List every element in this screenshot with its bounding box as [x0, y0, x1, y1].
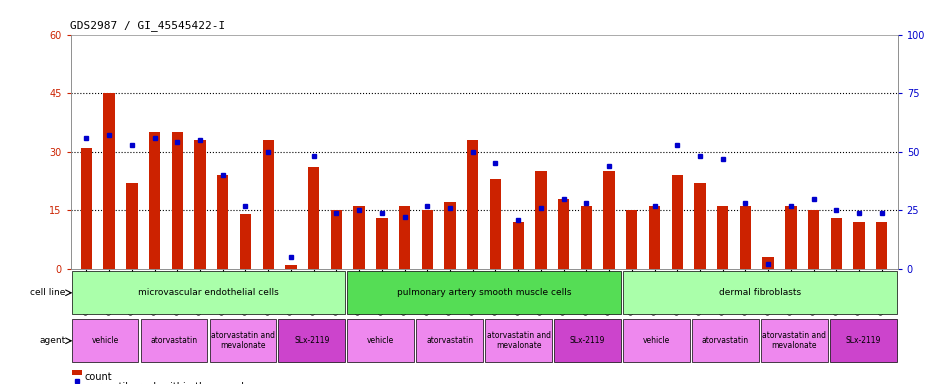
Bar	[422, 210, 433, 269]
Bar	[490, 179, 501, 269]
Bar	[808, 210, 820, 269]
Text: atorvastatin: atorvastatin	[150, 336, 197, 345]
Text: SLx-2119: SLx-2119	[294, 336, 329, 345]
Bar	[81, 148, 92, 269]
Text: count: count	[85, 372, 112, 382]
Text: vehicle: vehicle	[91, 336, 118, 345]
Bar	[348, 319, 414, 362]
Text: pulmonary artery smooth muscle cells: pulmonary artery smooth muscle cells	[397, 288, 572, 297]
Bar	[308, 167, 320, 269]
Text: GDS2987 / GI_45545422-I: GDS2987 / GI_45545422-I	[70, 20, 226, 31]
Bar	[695, 183, 706, 269]
Text: vehicle: vehicle	[368, 336, 394, 345]
Bar	[785, 206, 796, 269]
Text: cell line: cell line	[30, 288, 66, 297]
Bar	[348, 271, 620, 314]
Bar	[761, 319, 827, 362]
Bar	[445, 202, 456, 269]
Bar	[762, 257, 774, 269]
Bar	[854, 222, 865, 269]
Bar	[240, 214, 251, 269]
Bar	[485, 319, 552, 362]
Bar	[195, 140, 206, 269]
Bar	[626, 210, 637, 269]
Text: vehicle: vehicle	[643, 336, 670, 345]
Bar	[512, 222, 524, 269]
Bar	[467, 140, 478, 269]
Bar	[581, 206, 592, 269]
Bar	[210, 319, 276, 362]
Bar	[71, 319, 138, 362]
Bar	[830, 319, 897, 362]
Bar	[376, 218, 387, 269]
Bar	[285, 265, 297, 269]
Bar	[149, 132, 160, 269]
Text: atorvastatin and
mevalonate: atorvastatin and mevalonate	[762, 331, 826, 351]
Bar	[740, 206, 751, 269]
Text: microvascular endothelial cells: microvascular endothelial cells	[138, 288, 279, 297]
Bar	[278, 319, 345, 362]
Bar	[555, 319, 620, 362]
Bar	[876, 222, 887, 269]
Bar	[71, 271, 345, 314]
Text: SLx-2119: SLx-2119	[846, 336, 881, 345]
Bar	[103, 93, 115, 269]
Bar	[603, 171, 615, 269]
Text: dermal fibroblasts: dermal fibroblasts	[719, 288, 801, 297]
Bar	[72, 370, 82, 375]
Bar	[141, 319, 207, 362]
Bar	[416, 319, 483, 362]
Text: percentile rank within the sample: percentile rank within the sample	[85, 382, 250, 384]
Text: atorvastatin and
mevalonate: atorvastatin and mevalonate	[487, 331, 551, 351]
Text: atorvastatin: atorvastatin	[426, 336, 473, 345]
Bar	[126, 183, 137, 269]
Bar	[535, 171, 546, 269]
Bar	[262, 140, 274, 269]
Bar	[623, 319, 690, 362]
Bar	[217, 175, 228, 269]
Bar	[558, 199, 570, 269]
Bar	[399, 206, 410, 269]
Bar	[717, 206, 728, 269]
Text: atorvastatin: atorvastatin	[702, 336, 749, 345]
Bar	[353, 206, 365, 269]
Bar	[623, 271, 897, 314]
Bar	[649, 206, 660, 269]
Text: agent: agent	[39, 336, 66, 345]
Bar	[671, 175, 683, 269]
Bar	[692, 319, 759, 362]
Bar	[831, 218, 842, 269]
Text: SLx-2119: SLx-2119	[570, 336, 605, 345]
Bar	[331, 210, 342, 269]
Text: atorvastatin and
mevalonate: atorvastatin and mevalonate	[211, 331, 274, 351]
Bar	[172, 132, 183, 269]
